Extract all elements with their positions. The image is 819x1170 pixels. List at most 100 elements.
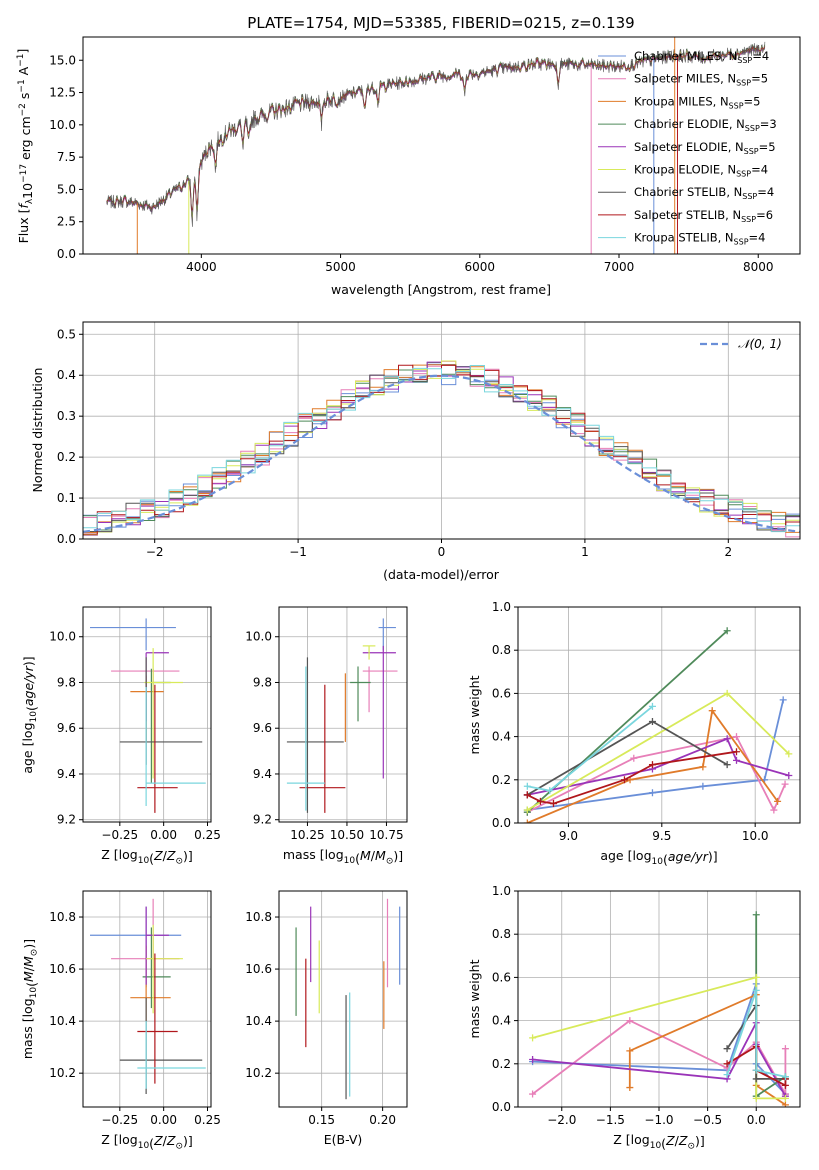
errorbar-point (111, 898, 180, 977)
grid (83, 322, 800, 539)
y-tick-label: 0.4 (492, 730, 511, 744)
errorbar-panel-5-plot-area (83, 891, 211, 1107)
y-tick-label: 0.3 (57, 409, 76, 423)
axes-frame (278, 890, 408, 1108)
errorbar-point (286, 657, 344, 813)
y-tick-label: 10.2 (49, 1066, 76, 1080)
y-tick-label: 10.8 (49, 910, 76, 924)
axes-frame (517, 606, 801, 824)
y-tick-label: 9.4 (253, 767, 272, 781)
errorbar-point (350, 666, 371, 722)
weight-point-marker (523, 806, 531, 814)
x-axis-label: E(B-V) (324, 1132, 363, 1147)
errorbar-point (362, 645, 396, 779)
errorbar-point (150, 668, 171, 784)
grid (279, 891, 407, 1107)
x-tick-label: 2 (724, 545, 732, 559)
weight-point-marker (781, 1101, 789, 1107)
y-tick-label: 0.0 (57, 532, 76, 546)
weight-point-marker (699, 763, 707, 771)
errorbar-panel-6-plot-area (279, 891, 407, 1107)
x-tick-label: 9.5 (652, 829, 671, 843)
weight-series-line (726, 990, 786, 1078)
weight-point-marker (529, 1034, 537, 1042)
grid (83, 891, 211, 1107)
weight-series (523, 707, 782, 823)
weight-point-marker (752, 1075, 760, 1083)
y-tick-label: 9.6 (253, 721, 272, 735)
weight-point-marker (779, 696, 787, 704)
errorbar-point (144, 648, 183, 779)
weight-point-marker (630, 754, 638, 762)
chart-title: PLATE=1754, MJD=53385, FIBERID=0215, z=0… (247, 14, 634, 32)
weight-point-marker (733, 733, 741, 741)
weight-point-marker (708, 707, 716, 715)
x-tick-label: 0.00 (150, 1113, 177, 1127)
y-axis-label: age [log10(age/yr)] (20, 656, 39, 773)
errorbar-point (145, 652, 169, 722)
weight-point-marker (723, 627, 731, 635)
y-tick-label: 10.4 (49, 1014, 76, 1028)
y-tick-label: 0.0 (492, 1100, 511, 1114)
x-axis-label: age [log10(age/yr)] (600, 848, 717, 867)
weight-point-marker (648, 761, 656, 769)
weight-point-marker (733, 756, 741, 764)
errorbar-point (130, 945, 171, 1022)
mass-weight-panel-4-plot-area (518, 607, 800, 823)
x-axis-label: Z [log10(Z/Z⊙)] (101, 847, 193, 867)
errorbar-point (145, 906, 169, 985)
legend-label: 𝒩(0, 1) (738, 337, 782, 351)
y-tick-label: 0.2 (492, 1057, 511, 1071)
weight-series-line (526, 750, 737, 805)
errorbar-panel-3-plot-area (279, 607, 407, 822)
x-tick-label: 0.00 (150, 828, 177, 842)
weight-point-marker (626, 1047, 634, 1055)
x-tick-label: −2.0 (547, 1113, 576, 1127)
x-tick-label: 10.50 (330, 828, 364, 842)
y-tick-label: 5.0 (57, 182, 76, 196)
legend-label: Salpeter STELIB, NSSP=6 (634, 208, 773, 224)
legend-label: Chabrier STELIB, NSSP=4 (634, 185, 774, 201)
x-tick-label: 0.20 (369, 1113, 396, 1127)
x-tick-label: 0.15 (308, 1113, 335, 1127)
y-tick-label: 0.0 (492, 816, 511, 830)
y-tick-label: 10.2 (245, 1066, 272, 1080)
weight-point-marker (785, 771, 793, 779)
x-tick-label: −0.5 (693, 1113, 722, 1127)
x-tick-label: 0 (438, 545, 446, 559)
errorbar-point (378, 618, 396, 651)
errorbar-point (90, 618, 176, 651)
y-tick-label: 9.4 (57, 767, 76, 781)
errorbar-point (130, 675, 164, 742)
errorbar-point (90, 906, 182, 988)
weight-point-marker (523, 782, 531, 790)
axes-frame (278, 606, 408, 823)
weight-point-marker (620, 776, 628, 784)
x-axis-label: (data-model)/error (383, 567, 500, 582)
weight-point-marker (781, 1081, 789, 1089)
axes-frame (82, 606, 212, 823)
y-tick-label: 12.5 (49, 86, 76, 100)
axes-frame (82, 890, 212, 1108)
legend-label: Kroupa MILES, NSSP=5 (634, 94, 760, 110)
y-tick-label: 0.2 (492, 773, 511, 787)
weight-point-marker (733, 748, 741, 756)
weight-point-marker (752, 1094, 760, 1102)
weight-point-marker (529, 1090, 537, 1098)
errorbar-point (362, 645, 376, 660)
histogram-series (83, 365, 800, 539)
y-tick-label: 0.1 (57, 491, 76, 505)
weight-series (523, 748, 741, 808)
x-tick-label: 0.0 (747, 1113, 766, 1127)
legend-label: Kroupa ELODIE, NSSP=4 (634, 163, 768, 179)
x-tick-label: −1 (289, 545, 307, 559)
grid (279, 607, 407, 822)
y-tick-label: 0.6 (492, 970, 511, 984)
x-tick-label: −0.25 (101, 1113, 138, 1127)
errorbar-point (145, 687, 206, 806)
weight-point-marker (752, 986, 760, 994)
errorbar-point (142, 927, 171, 1009)
y-tick-label: 9.2 (253, 813, 272, 827)
errorbar-point (119, 657, 203, 765)
